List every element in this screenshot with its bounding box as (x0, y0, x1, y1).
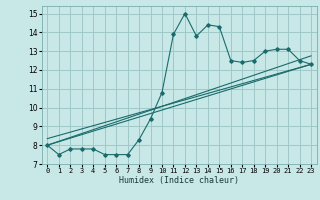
X-axis label: Humidex (Indice chaleur): Humidex (Indice chaleur) (119, 176, 239, 185)
